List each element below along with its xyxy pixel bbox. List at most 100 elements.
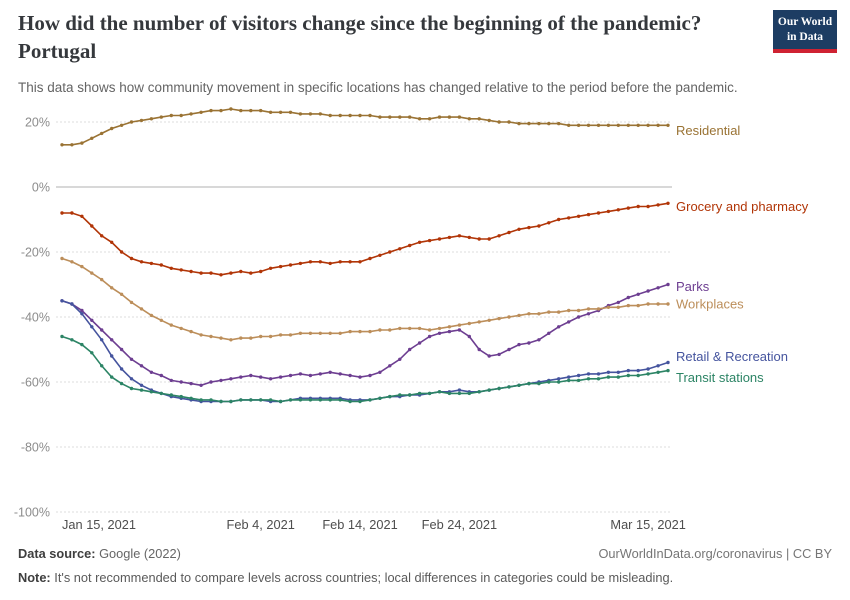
data-point-grocery-and-pharmacy (646, 204, 650, 209)
series-line-residential[interactable] (62, 108, 668, 146)
data-point-workplaces (110, 286, 114, 290)
y-tick-label: 20% (25, 115, 50, 129)
data-point-residential (328, 113, 332, 118)
data-point-residential (298, 112, 303, 116)
credit-link[interactable]: OurWorldInData.org/coronavirus | CC BY (598, 546, 832, 561)
data-point-parks (427, 334, 432, 339)
series-label-grocery-and-pharmacy[interactable]: Grocery and pharmacy (676, 199, 809, 214)
data-point-workplaces (616, 305, 620, 309)
data-point-transit-stations (626, 373, 630, 378)
data-point-grocery-and-pharmacy (249, 271, 253, 275)
data-point-workplaces (576, 308, 581, 313)
data-point-workplaces (159, 318, 163, 322)
series-label-retail-recreation[interactable]: Retail & Recreation (676, 349, 788, 364)
data-point-residential (388, 115, 392, 119)
data-point-workplaces (596, 307, 601, 311)
data-point-residential (318, 112, 322, 116)
data-point-residential (60, 143, 64, 147)
data-point-grocery-and-pharmacy (606, 209, 611, 214)
data-point-parks (447, 329, 452, 334)
page-subtitle: This data shows how community movement i… (18, 80, 738, 95)
data-point-parks (169, 378, 173, 383)
data-point-transit-stations (547, 380, 551, 384)
data-point-grocery-and-pharmacy (239, 269, 243, 274)
data-point-residential (537, 121, 541, 126)
data-point-workplaces (288, 333, 293, 337)
data-point-grocery-and-pharmacy (557, 217, 561, 222)
data-point-workplaces (487, 318, 491, 322)
data-point-transit-stations (487, 388, 491, 392)
data-point-retail-recreation (110, 354, 114, 358)
data-point-workplaces (358, 329, 362, 334)
data-point-grocery-and-pharmacy (189, 269, 193, 274)
y-tick-label: -40% (21, 310, 50, 324)
data-point-transit-stations (298, 398, 303, 402)
data-point-workplaces (169, 323, 173, 327)
data-point-residential (447, 115, 452, 119)
series-label-residential[interactable]: Residential (676, 123, 740, 138)
data-point-parks (318, 372, 322, 376)
data-point-residential (239, 108, 243, 113)
data-point-transit-stations (616, 375, 620, 379)
data-point-parks (219, 378, 223, 383)
series-line-parks[interactable] (61, 283, 669, 387)
data-point-parks (338, 372, 342, 376)
data-point-grocery-and-pharmacy (368, 256, 372, 261)
data-point-workplaces (129, 300, 134, 305)
y-tick-label: 0% (32, 180, 50, 194)
data-point-parks (487, 354, 491, 358)
data-point-grocery-and-pharmacy (119, 250, 124, 254)
footnote-text: It's not recommended to compare levels a… (54, 570, 674, 585)
data-point-workplaces (199, 333, 203, 337)
data-point-residential (666, 123, 670, 127)
data-point-transit-stations (119, 381, 124, 386)
data-point-residential (179, 113, 183, 118)
data-point-grocery-and-pharmacy (596, 211, 601, 215)
data-point-grocery-and-pharmacy (278, 264, 283, 269)
data-point-parks (139, 364, 144, 368)
data-point-grocery-and-pharmacy (308, 260, 313, 264)
data-point-grocery-and-pharmacy (567, 216, 571, 220)
data-point-workplaces (90, 271, 94, 275)
data-point-workplaces (119, 292, 124, 296)
data-point-workplaces (328, 331, 332, 335)
data-point-transit-stations (129, 386, 134, 391)
data-point-workplaces (139, 307, 144, 311)
data-point-parks (209, 380, 213, 384)
data-point-grocery-and-pharmacy (507, 230, 511, 235)
data-point-grocery-and-pharmacy (497, 234, 501, 238)
data-point-transit-stations (110, 375, 114, 379)
data-point-workplaces (437, 326, 442, 331)
data-point-grocery-and-pharmacy (110, 240, 114, 244)
data-point-transit-stations (417, 391, 422, 396)
data-point-transit-stations (437, 390, 442, 394)
data-point-parks (239, 375, 243, 379)
series-label-parks[interactable]: Parks (676, 279, 710, 294)
data-point-retail-recreation (90, 325, 94, 329)
data-point-workplaces (249, 336, 253, 340)
data-point-residential (547, 121, 551, 126)
data-point-grocery-and-pharmacy (338, 260, 342, 264)
data-point-workplaces (517, 313, 521, 318)
data-point-grocery-and-pharmacy (80, 214, 84, 218)
data-point-workplaces (60, 256, 64, 261)
data-point-workplaces (666, 302, 670, 306)
data-point-transit-stations (656, 370, 660, 374)
data-point-grocery-and-pharmacy (348, 260, 352, 264)
series-line-workplaces[interactable] (61, 257, 668, 341)
data-point-retail-recreation (576, 373, 581, 378)
data-point-workplaces (408, 326, 412, 331)
series-label-workplaces[interactable]: Workplaces (676, 297, 744, 312)
series-label-transit-stations[interactable]: Transit stations (676, 370, 764, 385)
data-point-residential (268, 110, 273, 114)
data-point-residential (467, 117, 471, 121)
data-point-grocery-and-pharmacy (477, 237, 481, 241)
data-point-residential (437, 115, 442, 119)
data-point-residential (576, 123, 581, 127)
data-point-transit-stations (388, 394, 392, 399)
data-point-residential (348, 113, 352, 118)
owid-logo[interactable]: Our World in Data (773, 10, 837, 53)
data-point-residential (90, 136, 94, 140)
data-point-grocery-and-pharmacy (139, 260, 144, 264)
data-point-parks (249, 373, 253, 378)
